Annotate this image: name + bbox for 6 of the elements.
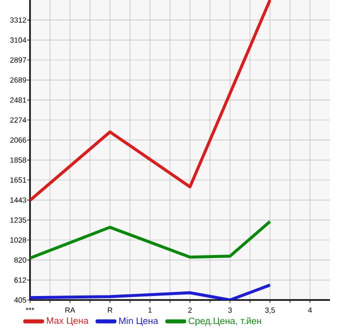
legend-label: Сред.Цена, т.йен [188, 317, 262, 326]
line-series [30, 0, 272, 202]
line-series [30, 220, 272, 260]
line-series [30, 284, 272, 300]
legend-label: Max Цена [46, 317, 89, 326]
legend-label: Min Цена [119, 317, 158, 326]
